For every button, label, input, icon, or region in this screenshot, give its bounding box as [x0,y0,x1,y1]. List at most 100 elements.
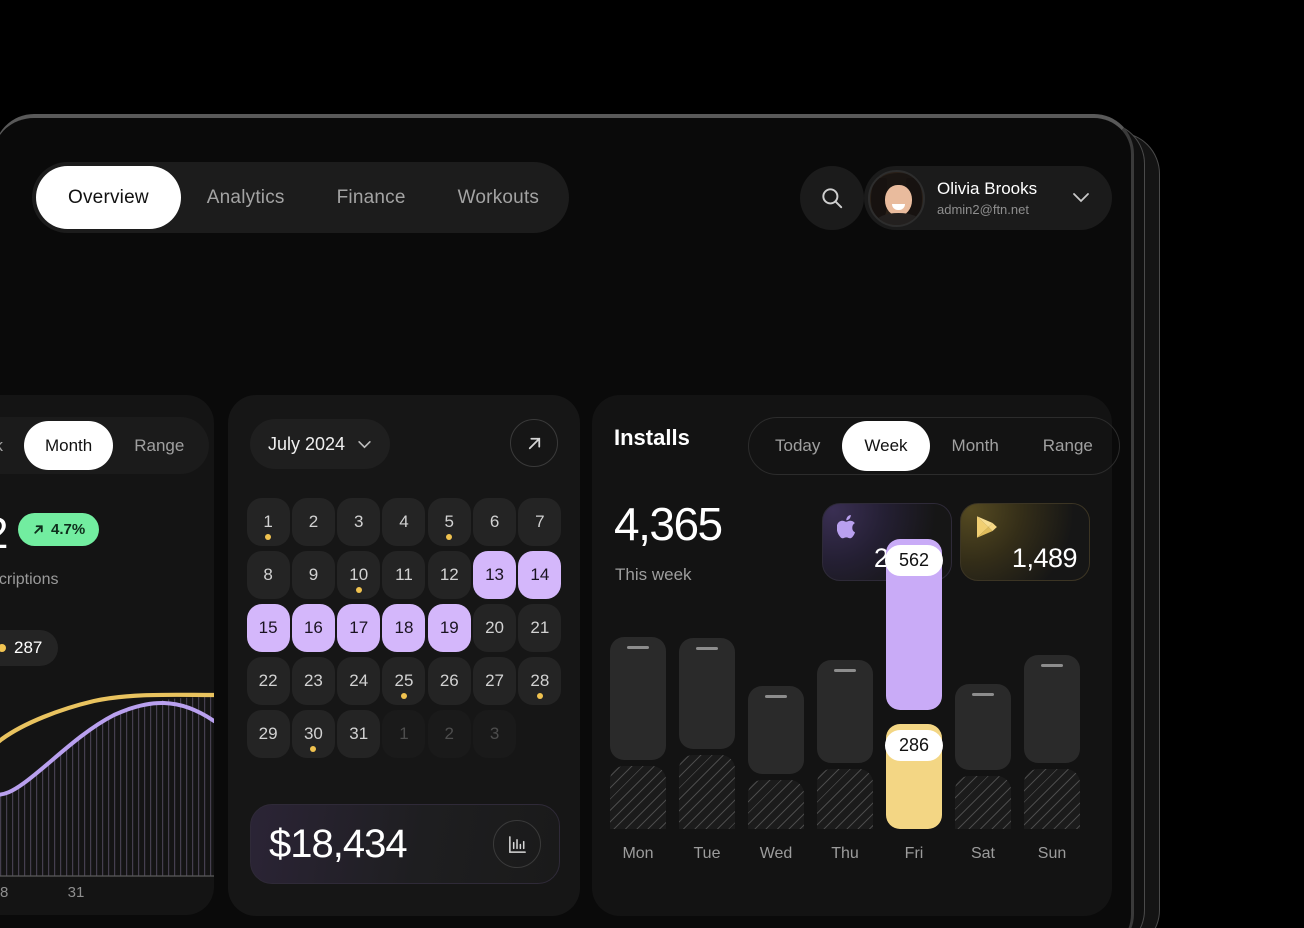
chart-tooltip: 287 [0,630,59,666]
bar-value-label-ios: 562 [884,545,944,576]
calendar-day-number: 29 [258,724,278,743]
calendar-day-number: 3 [489,724,500,743]
calendar-expand-button[interactable] [510,419,558,467]
installs-range-tabs: Today Week Month Range [748,417,1120,475]
user-menu[interactable]: Olivia Brooks admin2@ftn.net [864,166,1112,230]
tab-overview[interactable]: Overview [36,166,181,229]
delta-badge: 4.7% [18,513,100,546]
calendar-day-number: 4 [399,512,409,531]
calendar-day[interactable]: 19 [427,604,471,652]
bar-column[interactable]: 562 286 [884,539,944,829]
arrow-up-right-icon [528,437,540,449]
calendar-day[interactable]: 4 [382,498,426,546]
calendar-day[interactable]: 21 [518,604,562,652]
installs-tab-today[interactable]: Today [753,421,842,471]
calendar-day[interactable]: 2 [427,710,471,758]
calendar-day[interactable]: 10 [337,551,381,599]
bar-segment-android [817,769,873,829]
calendar-day-number: 17 [349,618,369,637]
bar-dash-icon [1041,664,1063,667]
month-selector[interactable]: July 2024 [250,419,391,469]
calendar-day[interactable]: 18 [382,604,426,652]
calendar-day[interactable]: 29 [246,710,290,758]
calendar-day[interactable]: 14 [518,551,562,599]
tab-workouts[interactable]: Workouts [432,166,566,229]
calendar-day[interactable]: 6 [473,498,517,546]
axis-tick-31: 31 [68,884,85,901]
bar-segment-android: 286 [884,724,944,829]
bar-column[interactable] [679,638,735,829]
calendar-day[interactable]: 15 [246,604,290,652]
calendar-day[interactable]: 5 [427,498,471,546]
calendar-day[interactable]: 27 [473,657,517,705]
search-button[interactable] [800,166,864,230]
calendar-day[interactable]: 3 [337,498,381,546]
calendar-day[interactable]: 30 [291,710,335,758]
calendar-day[interactable]: 28 [518,657,562,705]
bar-column[interactable] [817,660,873,829]
calendar-day[interactable]: 16 [291,604,335,652]
calendar-day[interactable]: 8 [246,551,290,599]
calendar-grid: 1 2 3 4 5 6 7 8 9 10 11 12 13 14 15 16 17 18 19 20 21 22 23 24 2… [246,498,562,758]
calendar-day[interactable]: 31 [337,710,381,758]
bar-category-label: Fri [904,845,924,862]
installs-tab-month[interactable]: Month [930,421,1021,471]
calendar-day[interactable]: 1 [246,498,290,546]
tab-analytics[interactable]: Analytics [181,166,311,229]
calendar-day-number: 9 [308,565,319,584]
calendar-day-number: 23 [303,671,323,690]
calendar-day[interactable]: 17 [337,604,381,652]
left-tab-month[interactable]: Month [23,421,114,470]
calendar-day[interactable]: 23 [291,657,335,705]
calendar-day-number: 12 [439,565,459,584]
user-name: Olivia Brooks [937,178,1038,198]
calendar-day-number: 2 [308,512,319,531]
calendar-day[interactable]: 22 [246,657,290,705]
calendar-day-number: 5 [444,512,455,531]
calendar-day[interactable]: 24 [337,657,381,705]
platform-card-android[interactable]: 1,489 [960,503,1090,581]
bar-category-label: Mon [622,845,654,862]
calendar-day-number: 1 [263,512,273,531]
bar-segment-ios [748,686,804,774]
bar-column[interactable] [748,686,804,829]
calendar-day-dot-icon [400,693,407,699]
installs-bar-chart: Mon Tue Wed Thu 562 286 Fri Sat Sun [610,539,1094,863]
calendar-day-number: 21 [530,618,550,637]
tab-finance[interactable]: Finance [311,166,432,229]
calendar-day[interactable]: 13 [473,551,517,599]
calendar-day[interactable]: 12 [427,551,471,599]
calendar-day[interactable]: 25 [382,657,426,705]
bar-column[interactable] [955,684,1011,829]
calendar-day[interactable]: 9 [291,551,335,599]
calendar-day-dot-icon [536,693,543,699]
calendar-day-number: 2 [444,724,455,743]
calendar-day-number: 27 [485,671,505,690]
platform-android-value: 1,489 [1011,543,1078,573]
calendar-day[interactable]: 7 [518,498,562,546]
calendar-day[interactable]: 20 [473,604,517,652]
bar-segment-ios [1024,655,1080,763]
left-tab-range[interactable]: Range [113,421,205,470]
calendar-day[interactable]: 11 [382,551,426,599]
month-label: July 2024 [268,433,346,454]
top-background-mask [0,0,1304,114]
bar-segment-android [1024,769,1080,829]
calendar-day[interactable]: 1 [382,710,426,758]
bar-column[interactable] [610,637,666,829]
installs-title: Installs [614,425,690,450]
bar-segment-ios [955,684,1011,770]
installs-tab-week[interactable]: Week [842,421,930,471]
top-bar: Overview Analytics Finance Workouts Oliv… [0,162,1134,244]
calendar-day[interactable]: 26 [427,657,471,705]
subscriptions-line-chart: 24 28 31 [0,692,214,901]
bar-column[interactable] [1024,655,1080,829]
amount-chart-button[interactable] [493,820,541,868]
calendar-day-number: 25 [394,671,414,690]
installs-tab-range[interactable]: Range [1021,421,1115,471]
tab-finance-label: Finance [336,186,406,208]
left-tab-week[interactable]: ek [0,421,24,470]
delta-badge-label: 4.7% [51,521,86,538]
calendar-day[interactable]: 2 [291,498,335,546]
calendar-day[interactable]: 3 [473,710,517,758]
